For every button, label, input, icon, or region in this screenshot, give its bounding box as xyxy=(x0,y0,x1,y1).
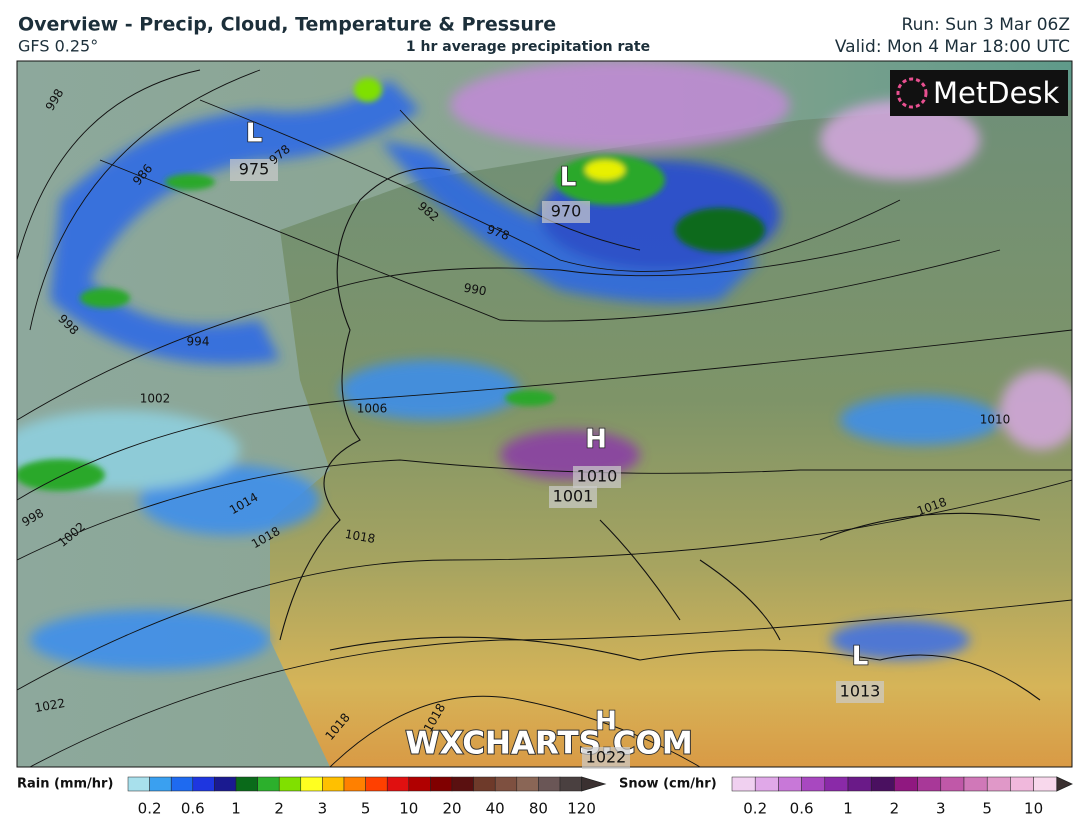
snow-swatch xyxy=(801,776,826,792)
center-value-bg xyxy=(230,159,278,181)
rain-swatch xyxy=(235,776,258,792)
snow-swatch xyxy=(778,776,802,792)
rain-legend-label: 10 xyxy=(399,800,418,818)
subtitle: 1 hr average precipitation rate xyxy=(406,39,650,55)
snow-legend-label: 10 xyxy=(1024,800,1043,818)
logo-box: MetDesk xyxy=(890,70,1068,116)
title: Overview - Precip, Cloud, Temperature & … xyxy=(18,14,556,36)
snow-legend-label: 2 xyxy=(890,800,900,818)
snow-swatch xyxy=(847,776,872,792)
rain-swatch xyxy=(430,776,453,792)
rain-swatch xyxy=(192,776,215,792)
rain-swatch xyxy=(127,776,150,792)
isobar-label: 990 xyxy=(463,281,488,299)
center-symbol: H xyxy=(585,425,607,455)
rain-legend-label: 5 xyxy=(361,800,371,818)
rain-legend-label: 1 xyxy=(231,800,241,818)
rain-swatch xyxy=(170,776,194,792)
snow-swatch xyxy=(731,776,756,792)
snow-swatch xyxy=(963,776,988,792)
snow-swatch xyxy=(824,776,849,792)
center-symbol: L xyxy=(246,119,263,149)
rain-swatch xyxy=(343,776,366,792)
valid-time: Valid: Mon 4 Mar 18:00 UTC xyxy=(835,37,1070,57)
snow-legend-label: 0.2 xyxy=(743,800,767,818)
snow-swatch xyxy=(1010,776,1034,792)
snow-arrow xyxy=(1056,776,1073,792)
rain-swatch xyxy=(451,776,474,792)
snow-legend-label: 3 xyxy=(936,800,946,818)
center-symbol: L xyxy=(560,163,577,193)
center-value-bg xyxy=(582,747,630,769)
snow-legend-label: 5 xyxy=(982,800,992,818)
rain-legend-label: 3 xyxy=(318,800,328,818)
rain-legend-label: 20 xyxy=(442,800,461,818)
isobar-label: 1022 xyxy=(34,696,67,715)
rain-legend-label: 80 xyxy=(529,800,548,818)
snow-swatch xyxy=(870,776,895,792)
heavy-precip xyxy=(17,78,765,491)
isobars xyxy=(17,69,1072,767)
snow-swatch xyxy=(754,776,779,792)
center-value-bg xyxy=(542,201,590,223)
snow-legend-label: 1 xyxy=(843,800,853,818)
rain-legend-label: 0.2 xyxy=(138,800,162,818)
center-value-bg xyxy=(549,486,597,508)
logo: MetDesk xyxy=(933,76,1060,110)
rain-legend-title: Rain (mm/hr) xyxy=(17,777,113,792)
rain-swatch xyxy=(278,776,302,792)
center-value: 1010 xyxy=(577,467,618,486)
rain-swatch xyxy=(473,776,496,792)
rain-swatch xyxy=(149,776,172,792)
rain-swatch xyxy=(408,776,431,792)
logo-background xyxy=(890,70,1068,116)
land xyxy=(270,100,1072,767)
model: GFS 0.25° xyxy=(18,37,98,56)
center-value: 1013 xyxy=(840,682,881,701)
snow-swatch xyxy=(940,776,965,792)
isobar-label: 1002 xyxy=(140,392,171,406)
center-value-bg xyxy=(836,681,884,703)
rain-arrow xyxy=(581,776,607,792)
center-value-bg xyxy=(573,466,621,488)
rain-swatch xyxy=(559,776,582,792)
map-frame xyxy=(16,60,1073,768)
rain-swatch xyxy=(538,776,561,792)
snow-swatch xyxy=(894,776,918,792)
isobar-label: 1010 xyxy=(980,413,1011,427)
rain-swatch xyxy=(257,776,280,792)
center-value: 970 xyxy=(551,202,582,221)
isobar-label: 1018 xyxy=(344,527,377,546)
logo-icon xyxy=(896,77,928,109)
rain-swatch xyxy=(365,776,388,792)
snow-swatch xyxy=(1033,776,1058,792)
rain-legend-label: 0.6 xyxy=(181,800,205,818)
snow-swatch xyxy=(917,776,942,792)
watermark: WXCHARTS.COM xyxy=(405,726,692,762)
rain-legend-label: 2 xyxy=(274,800,284,818)
map xyxy=(17,61,1072,767)
rain-swatch xyxy=(386,776,410,792)
snow-legend-title: Snow (cm/hr) xyxy=(619,777,717,792)
coastlines xyxy=(279,167,1041,701)
run-time: Run: Sun 3 Mar 06Z xyxy=(902,15,1070,35)
snow-swatch xyxy=(986,776,1011,792)
center-value: 1022 xyxy=(586,748,627,767)
rain-swatch xyxy=(300,776,323,792)
center-symbol: L xyxy=(852,642,869,672)
rain-legend-label: 120 xyxy=(567,800,596,818)
rain-swatch xyxy=(516,776,539,792)
rain-legend-label: 40 xyxy=(486,800,505,818)
center-value: 975 xyxy=(239,160,270,179)
rain-swatch xyxy=(494,776,518,792)
isobar-label: 1006 xyxy=(357,402,388,416)
snow-legend-label: 0.6 xyxy=(790,800,814,818)
rain-swatch xyxy=(214,776,237,792)
center-symbol: H xyxy=(595,707,617,737)
center-value: 1001 xyxy=(553,487,594,506)
rain-swatch xyxy=(322,776,345,792)
isobar-label: 994 xyxy=(187,335,210,349)
